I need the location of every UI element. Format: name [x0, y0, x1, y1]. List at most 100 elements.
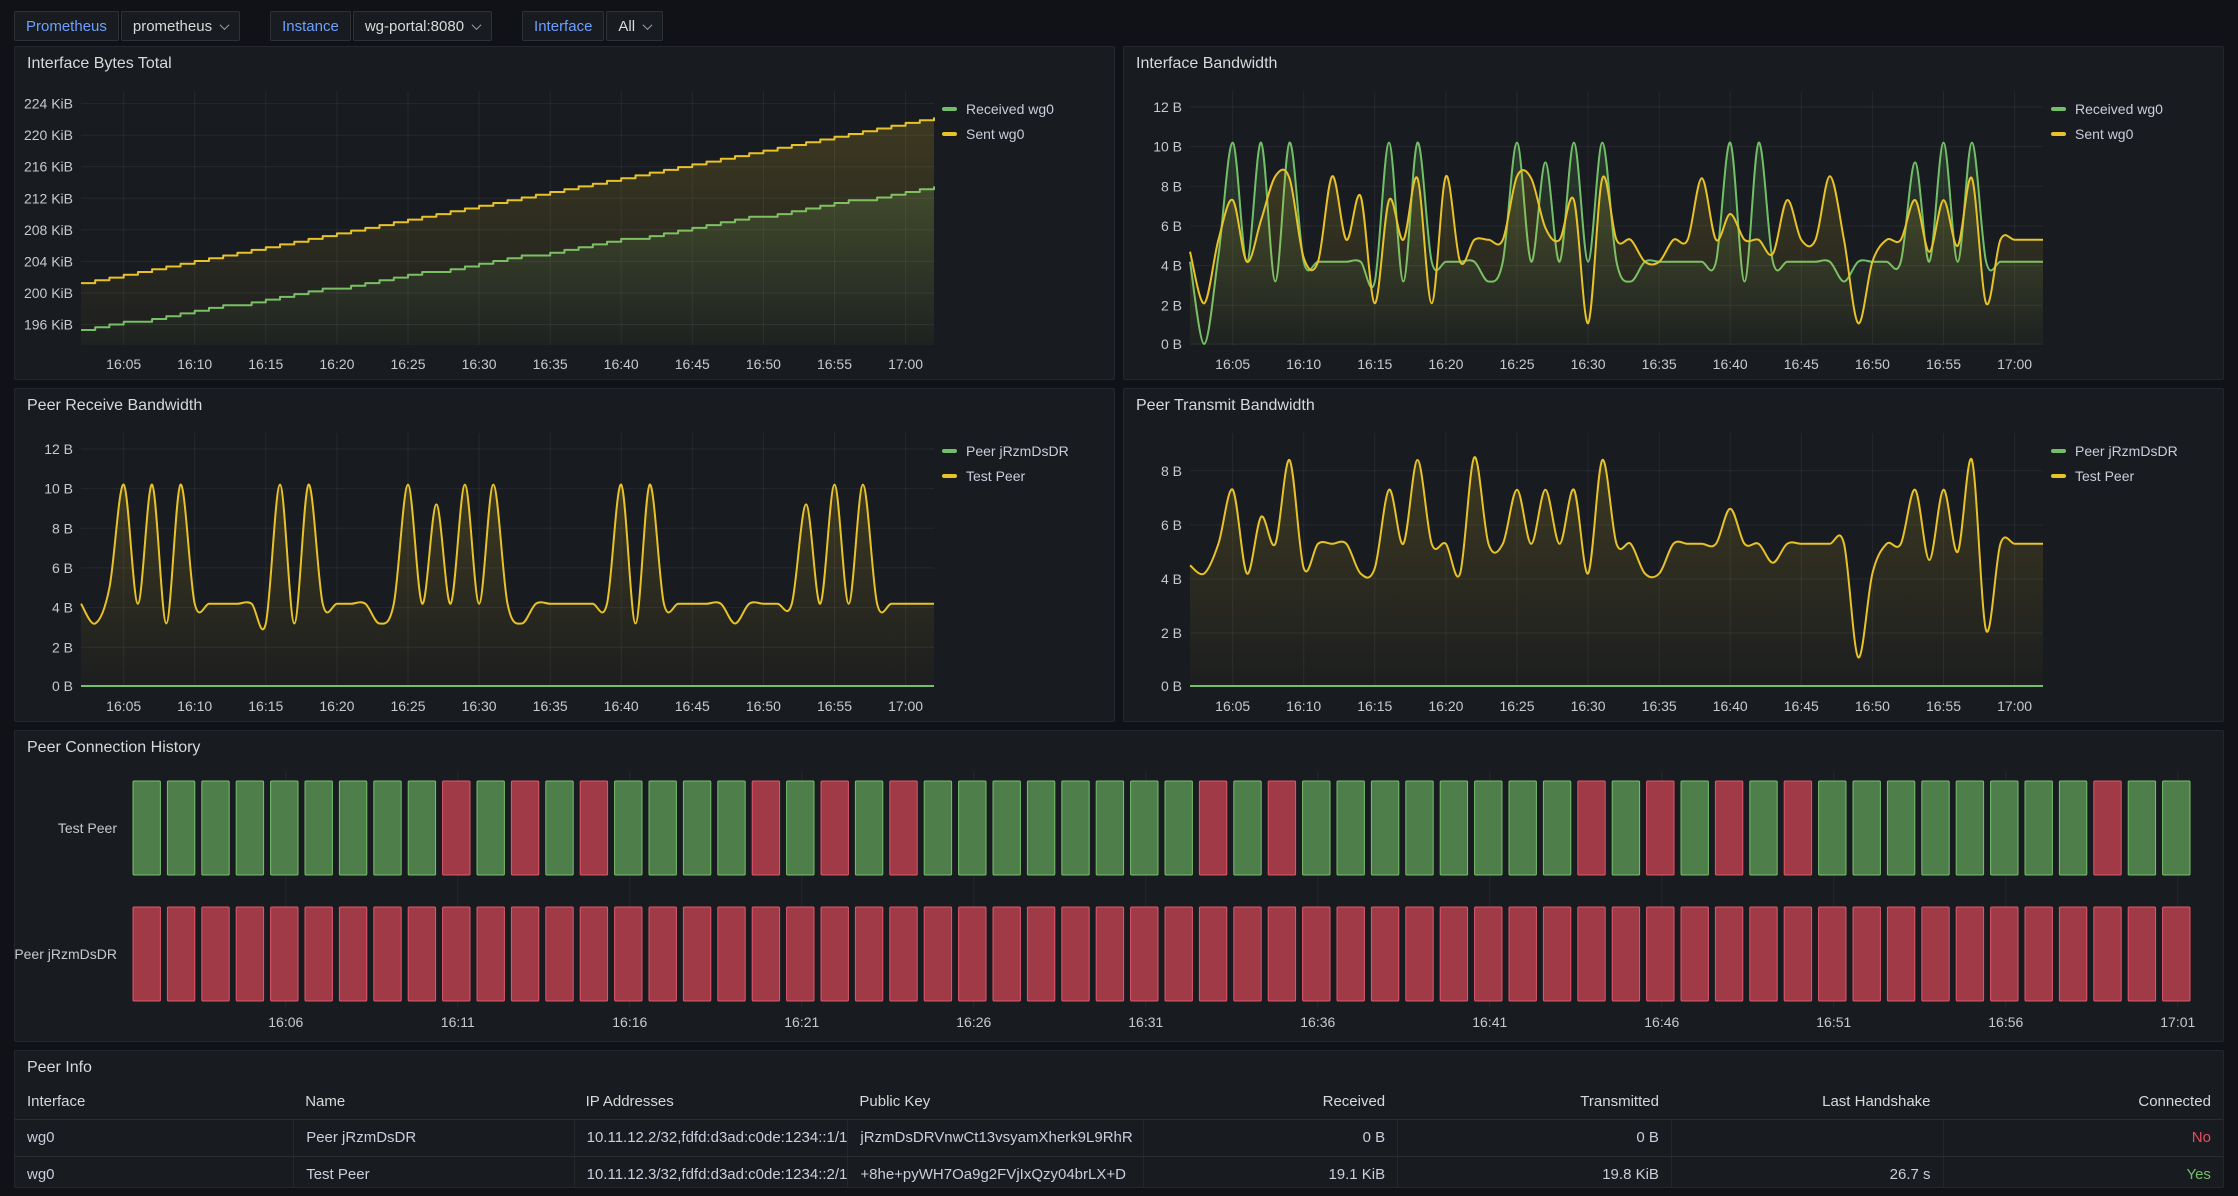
legend-item[interactable]: Received wg0 — [2051, 101, 2217, 117]
table-cell: +8he+pyWH7Oa9g2FVjIxQzy04brLX+D — [847, 1157, 1143, 1187]
status-bar-down — [889, 780, 918, 876]
legend-swatch-icon — [2051, 449, 2066, 453]
time-series-canvas[interactable]: 196 KiB 200 KiB 204 KiB 208 KiB 212 KiB 216 K… — [15, 77, 942, 379]
series-line — [80, 483, 934, 631]
legend-label: Received wg0 — [966, 101, 1054, 117]
status-bar-down — [2127, 906, 2157, 1002]
status-bar-down — [1611, 906, 1641, 1002]
x-axis-tick: 16:45 — [675, 356, 710, 372]
panel-peer-connection-history: Peer Connection History 16:06 16:11 16:16 1… — [14, 730, 2224, 1042]
table-header-cell[interactable]: Received — [1322, 1093, 1386, 1110]
legend-label: Test Peer — [2075, 468, 2135, 484]
status-bar-down — [510, 906, 540, 1002]
legend-item[interactable]: Received wg0 — [942, 101, 1108, 117]
y-axis-tick: 200 KiB — [24, 285, 73, 301]
table-header-cell[interactable]: Connected — [2138, 1093, 2211, 1110]
y-axis-tick: 8 B — [1161, 178, 1182, 194]
variable-select-instance[interactable]: wg-portal:8080 — [352, 11, 493, 41]
status-history-canvas[interactable]: 16:06 16:11 16:16 16:21 16:26 16:31 16:36 16:41… — [15, 761, 2223, 1041]
variable-value: All — [618, 17, 636, 35]
x-axis-tick: 16:30 — [1571, 698, 1606, 714]
x-axis-tick: 16:25 — [390, 698, 425, 714]
status-bar-up — [786, 780, 815, 876]
table-header-row: Interface Name IP Addresses Public Key Recei… — [15, 1085, 2223, 1119]
variable-label-instance: Instance — [270, 11, 351, 41]
legend: Received wg0 Sent wg0 — [942, 77, 1114, 379]
legend-item[interactable]: Test Peer — [2051, 468, 2217, 484]
table-header-cell[interactable]: Transmitted — [1580, 1093, 1659, 1110]
status-bar-down — [1749, 906, 1778, 1002]
table-cell: 10.11.12.2/32,fdfd:d3ad:c0de:1234::1/128 — [573, 1120, 847, 1156]
status-bar-down — [1370, 906, 1400, 1002]
status-bar-down — [1026, 906, 1056, 1002]
x-axis-tick: 16:25 — [1499, 698, 1534, 714]
y-axis-tick: 216 KiB — [24, 159, 73, 175]
x-axis-tick: 16:21 — [784, 1014, 819, 1030]
legend-item[interactable]: Peer jRzmDsDR — [2051, 443, 2217, 459]
row-label: Test Peer — [58, 820, 117, 836]
series-fill — [1190, 169, 2043, 345]
legend-item[interactable]: Peer jRzmDsDR — [942, 443, 1108, 459]
status-bar-down — [510, 780, 540, 876]
status-bar-up — [545, 780, 574, 876]
status-bar-up — [1542, 780, 1572, 876]
table-cell: 0 B — [1143, 1120, 1397, 1156]
status-bar-down — [1198, 780, 1228, 876]
legend-item[interactable]: Test Peer — [942, 468, 1108, 484]
status-bar-down — [132, 906, 161, 1002]
table-cell: 19.1 KiB — [1143, 1157, 1397, 1187]
status-bar-up — [1439, 780, 1469, 876]
x-axis-tick: 16:40 — [604, 356, 639, 372]
x-axis-tick: 16:05 — [106, 356, 141, 372]
status-bar-down — [1921, 906, 1950, 1002]
chevron-down-icon — [642, 19, 653, 30]
x-axis-tick: 16:10 — [177, 698, 212, 714]
status-bar-up — [1852, 780, 1881, 876]
table-header-cell[interactable]: Last Handshake — [1822, 1093, 1931, 1110]
x-axis-tick: 16:15 — [1357, 356, 1392, 372]
status-bar-up — [1990, 780, 2019, 876]
variable-select-interface[interactable]: All — [606, 11, 664, 41]
status-bar-down — [1061, 906, 1090, 1002]
table-cell: 10.11.12.3/32,fdfd:d3ad:c0de:1234::2/128 — [573, 1157, 847, 1187]
x-axis-tick: 16:55 — [817, 698, 852, 714]
legend: Received wg0 Sent wg0 — [2051, 77, 2223, 379]
table-header-cell[interactable]: Interface — [27, 1093, 86, 1110]
table-cell — [1670, 1120, 1943, 1156]
legend-item[interactable]: Sent wg0 — [942, 126, 1108, 142]
x-axis-tick: 16:15 — [248, 698, 283, 714]
series-line — [81, 117, 935, 285]
peer-info-table: Interface Name IP Addresses Public Key Recei… — [15, 1085, 2223, 1187]
status-bar-up — [1818, 780, 1847, 876]
x-axis-tick: 16:05 — [106, 698, 141, 714]
table-header-cell[interactable]: Name — [305, 1093, 346, 1110]
status-bar-up — [235, 780, 265, 876]
time-series-canvas[interactable]: 0 B 2 B 4 B 6 B 8 B 10 B 12 B 16:05 16:10 16:15 16… — [1124, 77, 2051, 379]
legend-swatch-icon — [2051, 474, 2066, 478]
dashboard-grid: Interface Bytes Total 196 KiB 200 KiB 204 … — [0, 44, 2238, 1196]
status-bar-down — [201, 906, 230, 1002]
time-series-canvas[interactable]: 0 B 2 B 4 B 6 B 8 B 16:05 16:10 16:15 16:20 16:25… — [1124, 419, 2051, 721]
x-axis-tick: 16:46 — [1644, 1014, 1679, 1030]
y-axis-tick: 196 KiB — [24, 317, 73, 333]
panel-title: Interface Bandwidth — [1136, 55, 1278, 72]
table-header-cell[interactable]: Public Key — [859, 1093, 931, 1110]
status-bar-up — [614, 780, 643, 876]
status-bar-up — [1921, 780, 1950, 876]
status-bar-down — [682, 906, 712, 1002]
legend-item[interactable]: Sent wg0 — [2051, 126, 2217, 142]
y-axis-tick: 8 B — [52, 520, 73, 536]
y-axis-tick: 4 B — [52, 600, 73, 616]
status-bar-down — [751, 780, 781, 876]
x-axis-tick: 16:55 — [1926, 698, 1961, 714]
legend-label: Test Peer — [966, 468, 1026, 484]
table-header-cell[interactable]: IP Addresses — [585, 1093, 674, 1110]
status-bar-down — [1818, 906, 1847, 1002]
x-axis-tick: 16:06 — [268, 1014, 303, 1030]
y-axis-tick: 0 B — [52, 678, 73, 694]
time-series-canvas[interactable]: 0 B 2 B 4 B 6 B 8 B 10 B 12 B 16:05 16:10 16:15 16… — [15, 419, 942, 721]
series-fill — [81, 117, 934, 346]
legend-swatch-icon — [942, 474, 957, 478]
status-bar-up — [682, 780, 712, 876]
variable-select-prometheus[interactable]: prometheus — [120, 11, 241, 41]
